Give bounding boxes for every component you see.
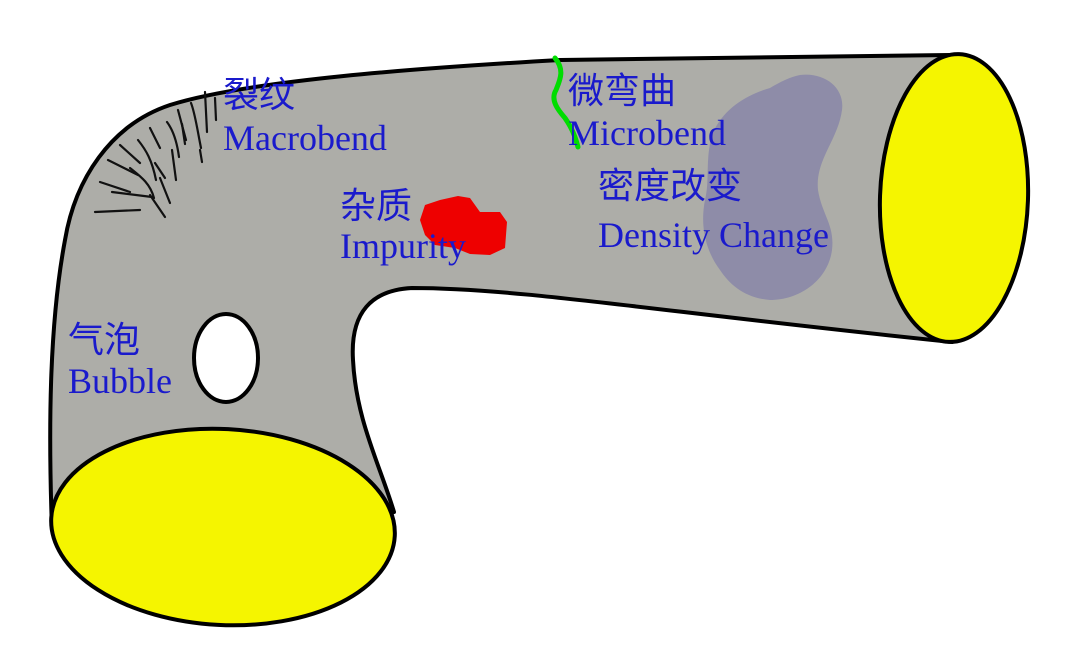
crack-mark (203, 90, 209, 134)
macrobend-label-zh: 裂纹 (223, 75, 295, 115)
labels: 裂纹 Macrobend 微弯曲 Microbend 杂质 Impurity 密… (68, 71, 829, 401)
density-change-region (703, 74, 843, 301)
crack-mark (118, 143, 142, 165)
crack-mark (148, 193, 167, 219)
crack-marks (93, 90, 218, 219)
microbend-label-en: Microbend (568, 113, 726, 153)
macrobend-label-en: Macrobend (223, 118, 387, 158)
crack-mark (170, 148, 178, 182)
crack-mark (148, 126, 162, 150)
crack-mark (158, 176, 172, 205)
impurity-label-zh: 杂质 (340, 186, 412, 226)
crack-mark (136, 138, 158, 182)
crack-mark (153, 161, 167, 180)
fiber-end-bottom (49, 426, 397, 628)
crack-mark (93, 208, 142, 214)
crack-mark (128, 166, 156, 200)
crack-mark (110, 190, 154, 199)
crack-mark (106, 158, 140, 177)
density-change-label-en: Density Change (598, 215, 829, 255)
crack-mark (213, 96, 218, 122)
crack-mark (189, 101, 203, 150)
crack-mark (165, 120, 181, 159)
density-change-label-zh: 密度改变 (598, 166, 742, 206)
bubble-label-en: Bubble (68, 361, 172, 401)
microbend-label-zh: 微弯曲 (568, 71, 676, 111)
bubble-label-zh: 气泡 (68, 320, 140, 360)
microbend-line (551, 55, 581, 150)
bubble-defect (192, 312, 260, 404)
crack-mark (198, 148, 204, 164)
impurity-defect (420, 196, 507, 255)
fiber-end-right (877, 52, 1031, 344)
impurity-label-en: Impurity (340, 226, 466, 266)
crack-mark (98, 180, 132, 194)
crack-mark (180, 122, 187, 146)
